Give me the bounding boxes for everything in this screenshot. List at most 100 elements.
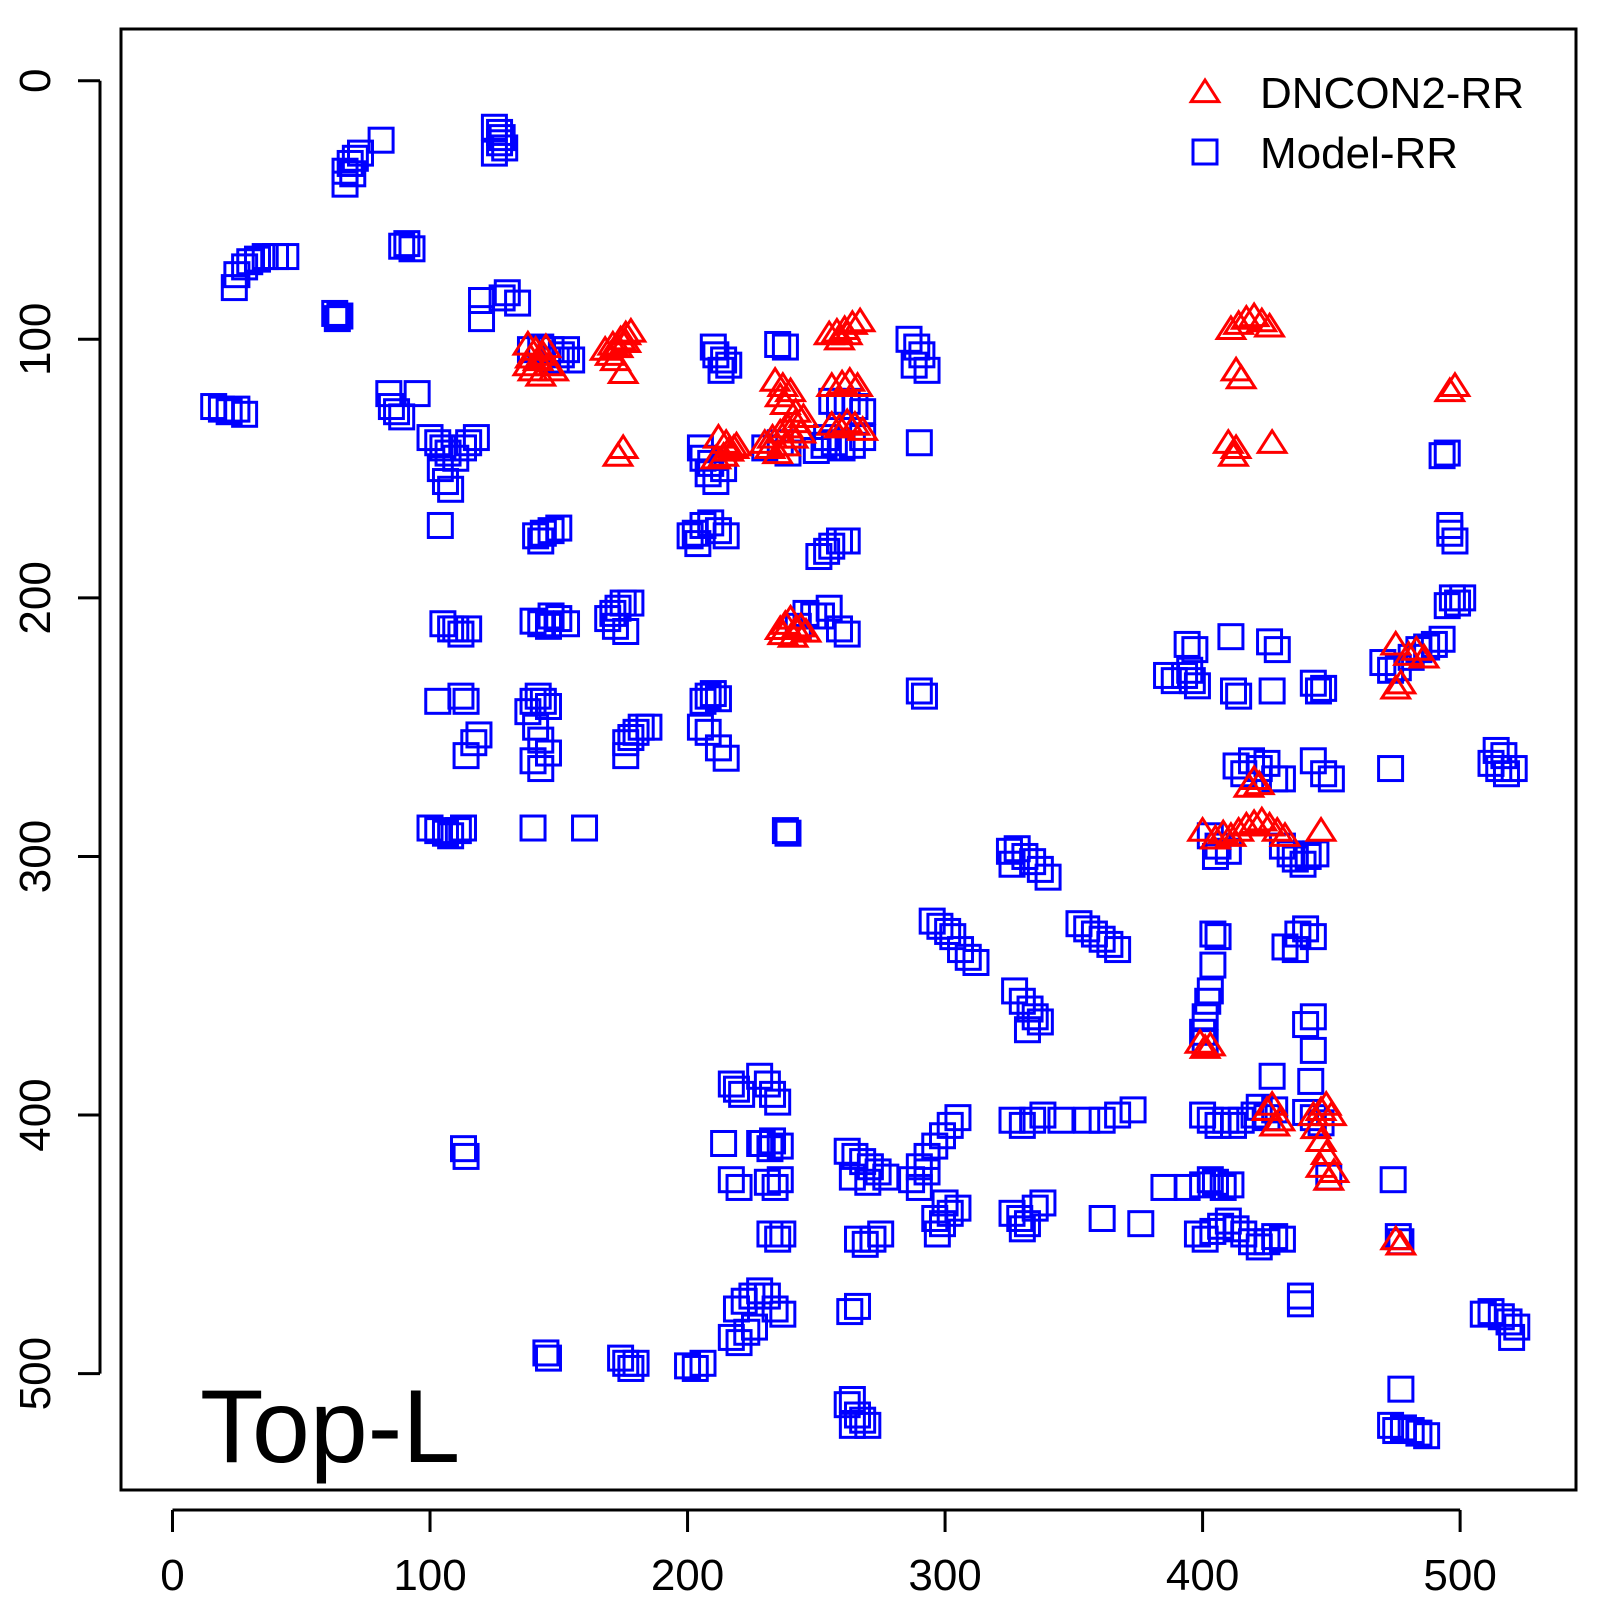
data-point bbox=[753, 1070, 781, 1098]
data-point bbox=[1237, 808, 1271, 834]
data-point bbox=[707, 356, 735, 384]
data-point bbox=[1209, 1173, 1237, 1201]
data-point bbox=[715, 351, 743, 379]
data-point bbox=[694, 718, 722, 746]
x-tick-label: 0 bbox=[160, 1551, 184, 1600]
data-point bbox=[730, 1287, 758, 1315]
data-point bbox=[840, 371, 875, 397]
data-point bbox=[867, 1220, 895, 1248]
data-point bbox=[524, 682, 552, 710]
data-point bbox=[468, 305, 496, 333]
data-point bbox=[1191, 1003, 1219, 1031]
data-point bbox=[689, 1349, 717, 1377]
data-point bbox=[833, 527, 861, 555]
data-point bbox=[521, 345, 555, 372]
data-point bbox=[859, 1225, 887, 1253]
data-point bbox=[910, 682, 938, 710]
data-point bbox=[844, 1292, 872, 1320]
data-point bbox=[1186, 815, 1220, 842]
data-point bbox=[1253, 311, 1287, 338]
data-point bbox=[864, 1158, 892, 1186]
legend-label-dncon2-rr: DNCON2-RR bbox=[1260, 69, 1524, 118]
data-point bbox=[761, 1173, 789, 1201]
data-point bbox=[674, 1352, 702, 1380]
data-point bbox=[699, 680, 727, 708]
data-point bbox=[236, 248, 264, 276]
data-point bbox=[1073, 915, 1101, 943]
data-point bbox=[1173, 630, 1201, 658]
data-point bbox=[486, 129, 514, 157]
data-point bbox=[527, 527, 555, 555]
data-point bbox=[1384, 668, 1418, 695]
data-point bbox=[519, 814, 547, 842]
data-point bbox=[851, 1230, 879, 1258]
data-point bbox=[712, 744, 740, 772]
data-point bbox=[841, 1142, 869, 1170]
data-point bbox=[571, 814, 599, 842]
data-point bbox=[1008, 1215, 1036, 1243]
data-point bbox=[1407, 642, 1441, 669]
data-point bbox=[491, 134, 519, 162]
data-point bbox=[437, 475, 465, 503]
data-point bbox=[1217, 623, 1245, 651]
data-point bbox=[694, 460, 722, 488]
data-point bbox=[609, 319, 643, 346]
data-point bbox=[1261, 1223, 1289, 1251]
data-point bbox=[779, 396, 813, 423]
data-point bbox=[1377, 755, 1405, 783]
data-point bbox=[1065, 910, 1093, 938]
data-point bbox=[1304, 815, 1338, 842]
data-point bbox=[1314, 1100, 1348, 1127]
data-point bbox=[722, 1075, 750, 1103]
data-point bbox=[905, 677, 933, 705]
data-point bbox=[1477, 1298, 1505, 1326]
data-point bbox=[776, 621, 810, 648]
y-tick-label: 400 bbox=[11, 1078, 60, 1151]
data-point bbox=[1201, 1168, 1229, 1196]
data-point bbox=[513, 342, 547, 369]
data-point bbox=[717, 1070, 745, 1098]
data-point bbox=[766, 1132, 794, 1160]
data-point bbox=[1153, 661, 1181, 689]
data-point bbox=[761, 1295, 789, 1323]
data-point bbox=[759, 1127, 787, 1155]
data-point bbox=[962, 948, 990, 976]
data-point bbox=[607, 1344, 635, 1372]
data-point bbox=[833, 1137, 861, 1165]
data-point bbox=[388, 403, 416, 431]
x-tick-label: 500 bbox=[1423, 1551, 1496, 1600]
data-point bbox=[712, 522, 740, 550]
data-point bbox=[424, 687, 452, 715]
data-point bbox=[323, 305, 351, 333]
data-point bbox=[1119, 1096, 1147, 1124]
data-point bbox=[1216, 440, 1251, 467]
data-point bbox=[1495, 1308, 1523, 1336]
data-point bbox=[733, 1318, 761, 1346]
data-point bbox=[243, 245, 271, 273]
data-point bbox=[1026, 855, 1054, 883]
data-point bbox=[1449, 584, 1477, 612]
data-point bbox=[609, 589, 637, 617]
data-point bbox=[455, 615, 483, 643]
data-point bbox=[604, 324, 638, 351]
data-point bbox=[593, 340, 627, 366]
data-point bbox=[367, 126, 395, 154]
data-point bbox=[455, 429, 483, 457]
data-point bbox=[928, 1210, 956, 1238]
data-point bbox=[1392, 639, 1426, 666]
data-point bbox=[1222, 308, 1256, 335]
data-point bbox=[1219, 1111, 1247, 1139]
data-point bbox=[553, 610, 581, 638]
data-point bbox=[1212, 1106, 1240, 1134]
data-point bbox=[764, 330, 792, 358]
data-point bbox=[741, 1313, 769, 1341]
data-point bbox=[519, 747, 547, 775]
data-point bbox=[1196, 1106, 1224, 1134]
data-point bbox=[1433, 439, 1461, 467]
data-point bbox=[529, 687, 557, 715]
data-point bbox=[830, 319, 864, 346]
data-point bbox=[1469, 1300, 1497, 1328]
data-point bbox=[1268, 765, 1296, 793]
data-point bbox=[341, 144, 369, 172]
